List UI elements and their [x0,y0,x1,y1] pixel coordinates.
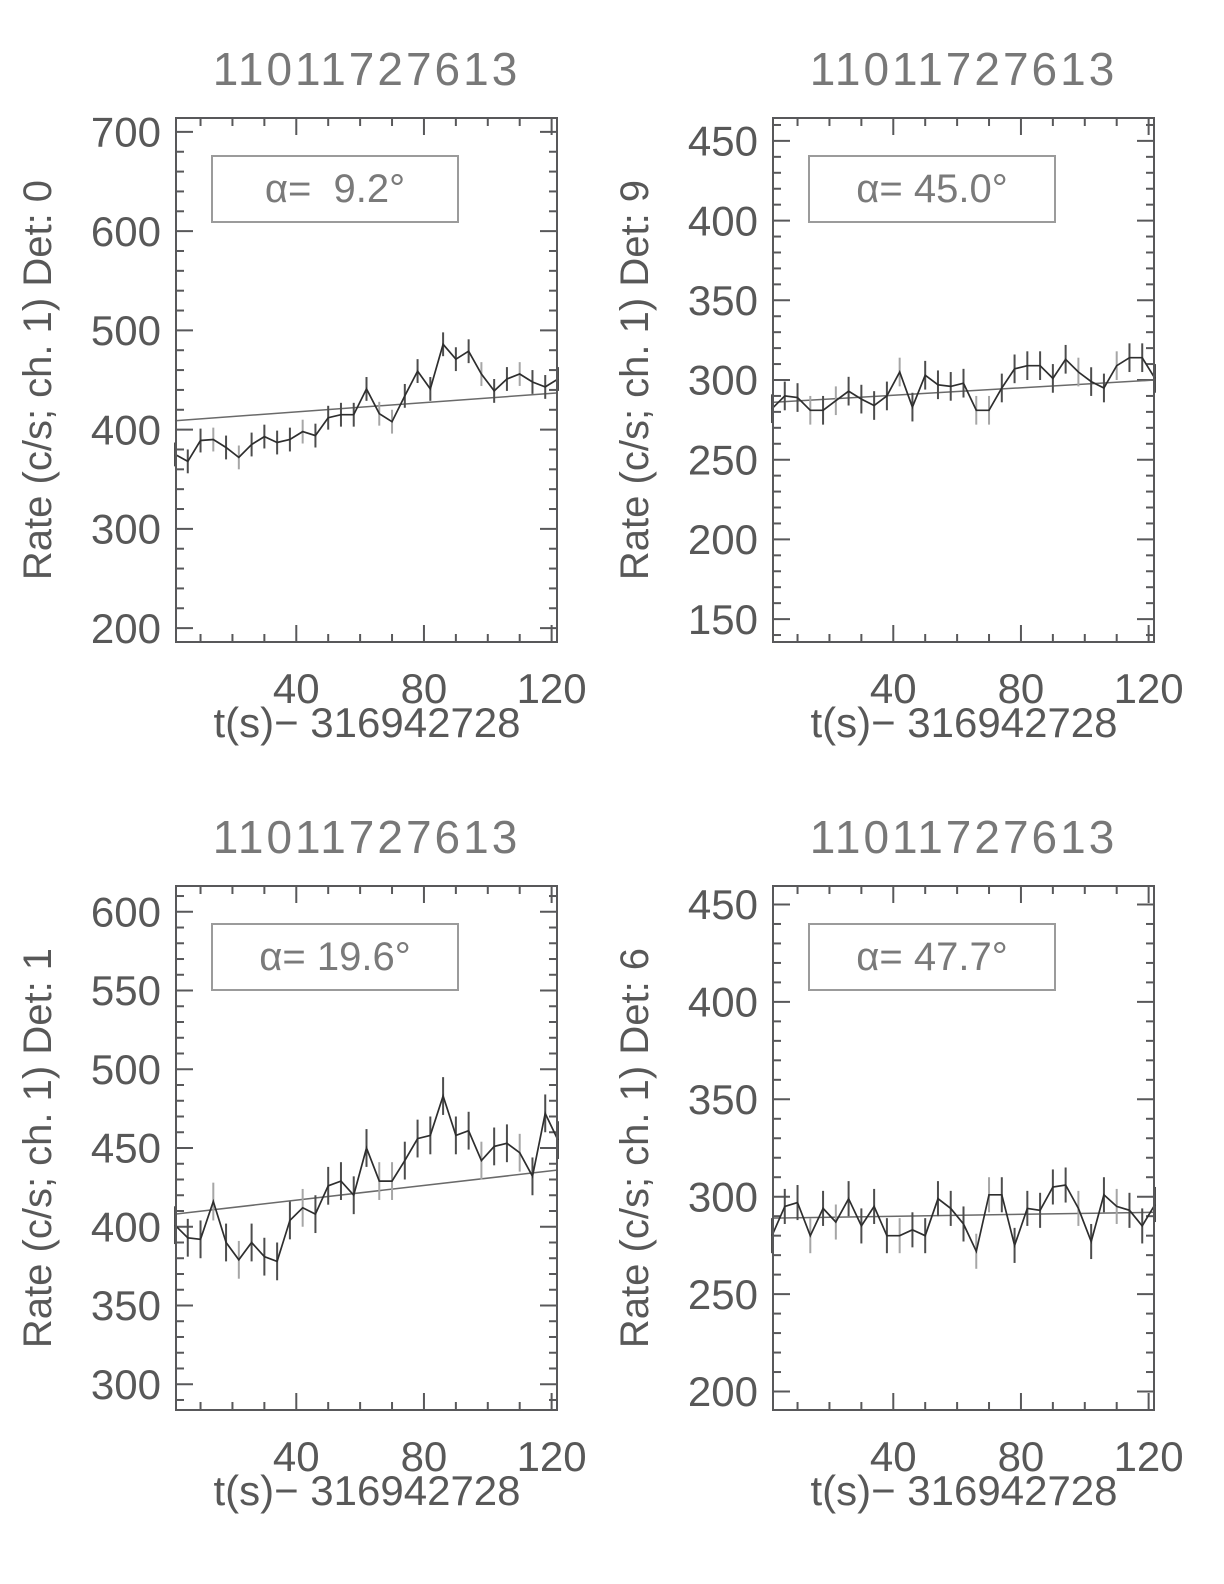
alpha-annotation-text: α= 45.0° [856,166,1008,211]
alpha-annotation-text: α= 47.7° [856,934,1008,979]
x-axis-label-det6: t(s)− 316942728 [810,1467,1118,1514]
panel-title-det0: 11011727613 [212,43,521,95]
y-tick-label: 300 [688,1173,758,1220]
y-tick-label: 550 [91,967,161,1014]
x-tick-label: 40 [870,1433,917,1480]
data-curve [771,1184,1156,1254]
x-tick-label: 40 [273,1433,320,1480]
y-axis-label-det1: Rate (c/s; ch. 1) Det: 1 [16,947,60,1349]
alpha-annotation-box: α= 47.7° [808,923,1056,991]
x-axis-label-det9: t(s)− 316942728 [810,699,1118,746]
y-tick-label: 300 [91,506,161,553]
plot-area-det9: α= 45.0° 150 200 250 300 350 400 450 40 80 120 [688,117,1184,712]
plot-border [175,117,558,643]
data-curve [174,1093,559,1263]
data-curve [771,356,1156,412]
y-axis-label-det0: Rate (c/s; ch. 1) Det: 0 [16,179,60,581]
x-tick-label: 80 [998,665,1045,712]
y-tick-label: 600 [91,888,161,935]
x-tick-label: 120 [1114,665,1184,712]
alpha-annotation-box: α= 19.6° [211,923,459,991]
plot-border [772,117,1155,643]
y-tick-label: 400 [688,197,758,244]
panel-title-det6: 11011727613 [809,811,1118,863]
x-tick-label: 120 [517,665,587,712]
plot-border [772,885,1155,1411]
x-axis-label-det1: t(s)− 316942728 [213,1467,521,1514]
plot-area-det1: α= 19.6° 300 350 400 450 500 550 600 40 80 120 [91,885,587,1480]
y-tick-label: 450 [688,118,758,165]
light-curve-svg: 200 250 300 350 400 450 40 80 120 [688,881,1184,1480]
y-tick-label: 200 [91,605,161,652]
y-tick-label: 400 [91,1203,161,1250]
y-tick-label: 500 [91,1046,161,1093]
data-curve [174,342,559,463]
y-tick-label: 350 [91,1282,161,1329]
plot-border [175,885,558,1411]
y-tick-label: 200 [688,1368,758,1415]
y-axis-label-det9: Rate (c/s; ch. 1) Det: 9 [613,179,657,581]
light-curve-svg: 300 350 400 450 500 550 600 40 80 120 [91,885,587,1480]
y-tick-label: 400 [91,406,161,453]
y-tick-label: 250 [688,436,758,483]
panel-title-det9: 11011727613 [809,43,1118,95]
y-tick-label: 300 [688,357,758,404]
y-tick-label: 350 [688,277,758,324]
x-axis-label-det0: t(s)− 316942728 [213,699,521,746]
x-tick-label: 40 [870,665,917,712]
y-axis-label-det6: Rate (c/s; ch. 1) Det: 6 [613,947,657,1349]
alpha-annotation-box: α= 9.2° [211,155,459,223]
y-tick-label: 200 [688,516,758,563]
panel-title-det1: 11011727613 [212,811,521,863]
x-tick-label: 120 [517,1433,587,1480]
y-tick-label: 250 [688,1271,758,1318]
alpha-annotation-text: α= 9.2° [264,166,406,211]
alpha-annotation-box: α= 45.0° [808,155,1056,223]
plot-area-det6: α= 47.7° 200 250 300 350 400 450 40 80 120 [688,881,1184,1480]
y-tick-label: 700 [91,109,161,156]
y-tick-label: 300 [91,1361,161,1408]
y-tick-label: 400 [688,979,758,1026]
y-tick-label: 450 [91,1125,161,1172]
y-tick-label: 150 [688,596,758,643]
y-tick-label: 350 [688,1076,758,1123]
y-tick-label: 600 [91,208,161,255]
x-tick-label: 120 [1114,1433,1184,1480]
x-tick-label: 40 [273,665,320,712]
x-tick-label: 80 [401,665,448,712]
x-tick-label: 80 [401,1433,448,1480]
y-tick-label: 500 [91,307,161,354]
light-curve-svg: 150 200 250 300 350 400 450 40 80 120 [688,117,1184,712]
x-tick-label: 80 [998,1433,1045,1480]
light-curve-svg: 200 300 400 500 600 700 40 80 120 [91,109,587,712]
plot-area-det0: α= 9.2° 200 300 400 500 600 700 40 80 120 [91,109,587,712]
y-tick-label: 450 [688,881,758,928]
trend-line [174,1169,559,1215]
alpha-annotation-text: α= 19.6° [259,934,411,979]
